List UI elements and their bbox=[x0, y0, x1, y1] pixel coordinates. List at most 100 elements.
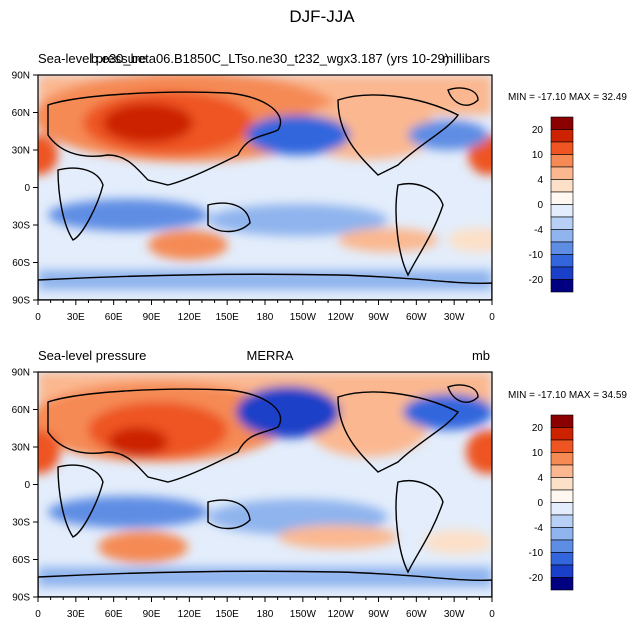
colorbar-swatch bbox=[550, 266, 574, 280]
x-tick-label: 150W bbox=[290, 312, 317, 323]
x-tick-label: 150E bbox=[215, 312, 239, 323]
figure-title: DJF-JJA bbox=[289, 7, 355, 26]
x-tick-label: 30W bbox=[444, 312, 465, 323]
colorbar-swatch bbox=[550, 439, 574, 453]
y-tick-label: 90N bbox=[12, 368, 30, 379]
min-max-label: MIN = -17.10 MAX = 34.59 bbox=[508, 390, 627, 401]
panel-left-label: Sea-level pressure bbox=[38, 51, 146, 66]
colorbar: 20 10 4 0 -4 -10 -20 bbox=[529, 116, 574, 293]
model-panel: Sea-level pressure b.e30_beta06.B1850C_L… bbox=[12, 51, 628, 323]
heatmap-field bbox=[38, 372, 492, 597]
x-tick-label: 0 bbox=[489, 312, 495, 323]
y-tick-label: 90N bbox=[12, 71, 30, 82]
x-tick-label: 30E bbox=[67, 312, 85, 323]
colorbar-swatch bbox=[550, 216, 574, 230]
x-tick-label: 180 bbox=[257, 312, 274, 323]
y-tick-label: 60S bbox=[12, 555, 30, 566]
colorbar-swatch bbox=[550, 539, 574, 553]
colorbar-swatch bbox=[550, 166, 574, 180]
colorbar-swatch bbox=[550, 577, 574, 591]
panel-title: MERRA bbox=[247, 348, 294, 363]
x-tick-label: 30W bbox=[444, 609, 465, 620]
y-tick-label: 30N bbox=[12, 146, 30, 157]
y-tick-label: 30N bbox=[12, 443, 30, 454]
panel-left-label: Sea-level pressure bbox=[38, 348, 146, 363]
x-tick-label: 60E bbox=[105, 312, 123, 323]
colorbar-label: -10 bbox=[529, 548, 544, 559]
heatmap-field bbox=[38, 75, 492, 300]
y-tick-label: 0 bbox=[24, 480, 30, 491]
panel-units: mb bbox=[472, 348, 490, 363]
y-axis: 90N 60N 30N 0 30S 60S 90S bbox=[12, 368, 38, 604]
x-tick-label: 60E bbox=[105, 609, 123, 620]
colorbar-swatch bbox=[550, 514, 574, 528]
colorbar-swatch bbox=[550, 204, 574, 218]
colorbar-label: -4 bbox=[534, 523, 543, 534]
colorbar-swatch bbox=[550, 527, 574, 541]
colorbar-swatch bbox=[550, 427, 574, 441]
y-tick-label: 30S bbox=[12, 518, 30, 529]
x-tick-label: 90W bbox=[368, 609, 389, 620]
colorbar-swatch bbox=[550, 116, 574, 130]
colorbar-label: 20 bbox=[532, 423, 544, 434]
x-tick-label: 150E bbox=[215, 609, 239, 620]
x-axis: 0 30E 60E 90E 120E 150E 180 150W 120W 90W 60W 30W 0 bbox=[35, 300, 495, 323]
colorbar-swatch bbox=[550, 489, 574, 503]
y-tick-label: 90S bbox=[12, 296, 30, 307]
colorbar-label: 10 bbox=[532, 150, 544, 161]
x-tick-label: 180 bbox=[257, 609, 274, 620]
x-tick-label: 0 bbox=[35, 609, 41, 620]
x-tick-label: 60W bbox=[406, 609, 427, 620]
coastlines bbox=[38, 87, 492, 300]
x-tick-label: 150W bbox=[290, 609, 317, 620]
colorbar-swatch bbox=[550, 129, 574, 143]
colorbar-label: 0 bbox=[537, 200, 543, 211]
colorbar-swatch bbox=[550, 414, 574, 428]
x-tick-label: 120E bbox=[178, 609, 202, 620]
colorbar-label: 20 bbox=[532, 125, 544, 136]
x-tick-label: 0 bbox=[489, 609, 495, 620]
x-tick-label: 90E bbox=[143, 312, 161, 323]
colorbar-swatch bbox=[550, 191, 574, 205]
colorbar-label: 4 bbox=[537, 473, 543, 484]
colorbar-label: -20 bbox=[529, 573, 544, 584]
y-tick-label: 60N bbox=[12, 405, 30, 416]
x-tick-label: 60W bbox=[406, 312, 427, 323]
x-tick-label: 30E bbox=[67, 609, 85, 620]
colorbar-swatch bbox=[550, 552, 574, 566]
panel-units: millibars bbox=[442, 51, 490, 66]
colorbar-swatch bbox=[550, 254, 574, 268]
coastlines bbox=[38, 384, 492, 597]
y-tick-label: 90S bbox=[12, 593, 30, 604]
x-axis: 0 30E 60E 90E 120E 150E 180 150W 120W 90W 60W 30W 0 bbox=[35, 597, 495, 620]
colorbar-swatch bbox=[550, 477, 574, 491]
colorbar-swatch bbox=[550, 179, 574, 193]
merra-panel: Sea-level pressure MERRA mb MIN = -17.10… bbox=[12, 348, 628, 620]
colorbar-label: 0 bbox=[537, 498, 543, 509]
colorbar-swatch bbox=[550, 464, 574, 478]
colorbar-swatch bbox=[550, 154, 574, 168]
colorbar-swatch bbox=[550, 241, 574, 255]
colorbar-swatch bbox=[550, 564, 574, 578]
colorbar-label: -20 bbox=[529, 275, 544, 286]
colorbar-swatch bbox=[550, 279, 574, 293]
y-tick-label: 60S bbox=[12, 258, 30, 269]
y-tick-label: 0 bbox=[24, 183, 30, 194]
x-tick-label: 90W bbox=[368, 312, 389, 323]
min-max-label: MIN = -17.10 MAX = 32.49 bbox=[508, 92, 627, 103]
colorbar-swatch bbox=[550, 502, 574, 516]
colorbar-label: 10 bbox=[532, 448, 544, 459]
colorbar-label: -10 bbox=[529, 250, 544, 261]
x-tick-label: 90E bbox=[143, 609, 161, 620]
x-tick-label: 120W bbox=[328, 609, 355, 620]
colorbar-swatch bbox=[550, 229, 574, 243]
x-tick-label: 120W bbox=[328, 312, 355, 323]
colorbar-label: 4 bbox=[537, 175, 543, 186]
panel-title: b.e30_beta06.B1850C_LTso.ne30_t232_wgx3.… bbox=[91, 51, 449, 66]
colorbar-swatch bbox=[550, 452, 574, 466]
y-axis: 90N 60N 30N 0 30S 60S 90S bbox=[12, 71, 38, 307]
colorbar-label: -4 bbox=[534, 225, 543, 236]
y-tick-label: 60N bbox=[12, 108, 30, 119]
colorbar-swatch bbox=[550, 141, 574, 155]
